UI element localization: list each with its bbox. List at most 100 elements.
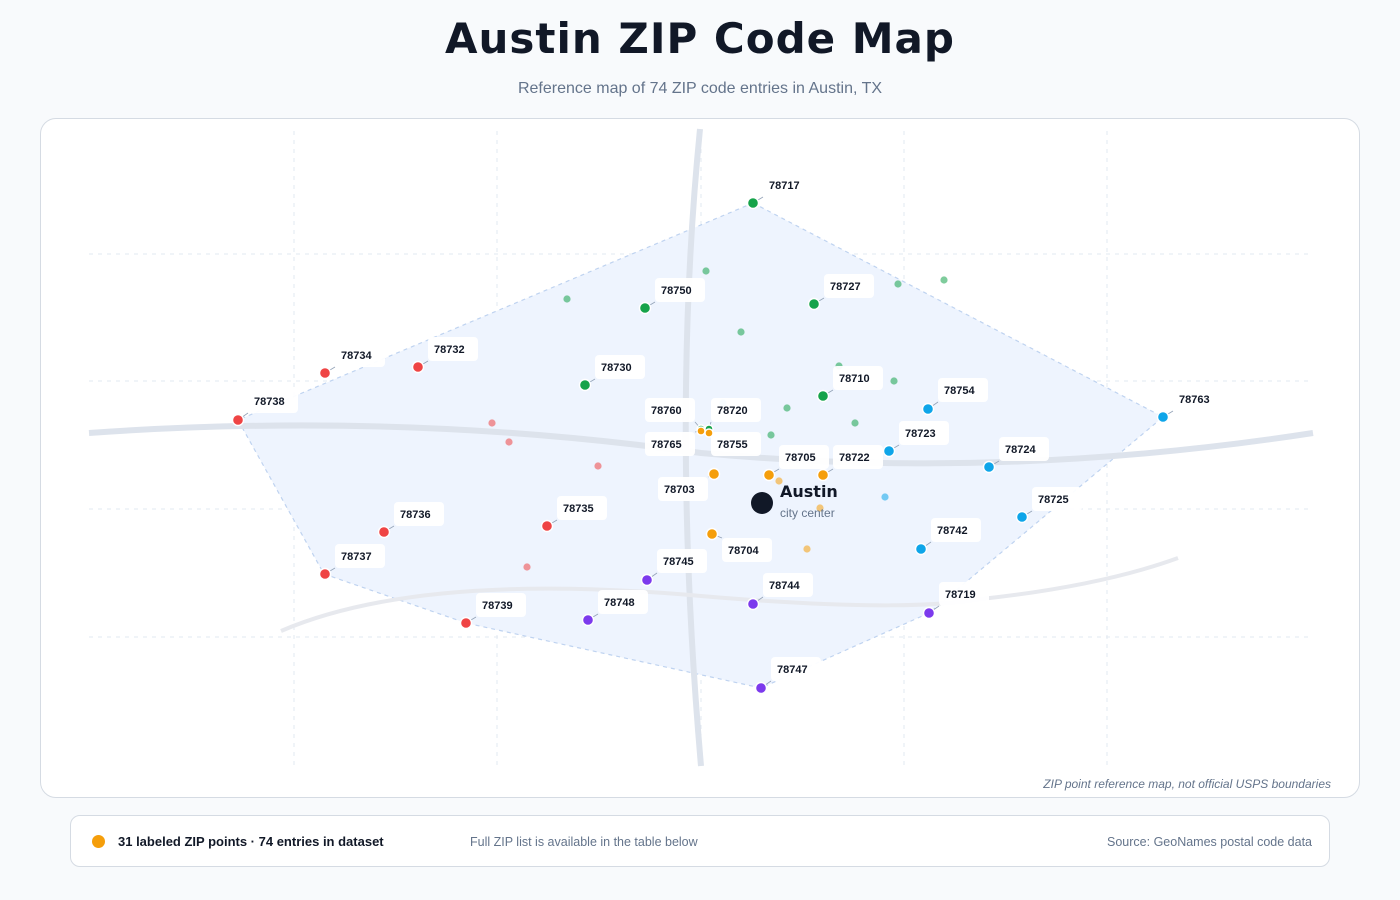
zip-marker-78720[interactable]: 78720 [704, 398, 761, 434]
zip-label: 78735 [563, 503, 594, 515]
zip-label-box [763, 573, 813, 597]
zip-map[interactable]: 78717 78750 78727 78730 78710 78760 78720 78734… [41, 119, 1359, 797]
zip-marker-78730[interactable]: 78730 [578, 355, 646, 392]
zip-marker-78745[interactable]: 78745 [640, 549, 708, 587]
zip-marker-78748[interactable]: 78748 [581, 590, 649, 627]
zip-point[interactable] [638, 301, 652, 315]
zip-point[interactable] [459, 616, 473, 630]
zip-point[interactable] [921, 402, 935, 416]
zip-point[interactable] [231, 413, 245, 427]
zip-point[interactable] [816, 389, 830, 403]
zip-marker-78727[interactable]: 78727 [807, 274, 875, 311]
zip-marker-78737[interactable]: 78737 [318, 544, 386, 581]
zip-marker-78719[interactable]: 78719 [922, 582, 990, 620]
zip-marker-78723[interactable]: 78723 [882, 421, 950, 458]
zip-marker-78732[interactable]: 78732 [411, 337, 479, 374]
zip-point[interactable] [540, 519, 554, 533]
zip-label-box [711, 432, 761, 456]
zip-marker-78735[interactable]: 78735 [540, 496, 608, 533]
zip-point[interactable] [1015, 510, 1029, 524]
zip-label-box [428, 337, 478, 361]
minor-zip-point [523, 563, 531, 571]
zip-point[interactable] [704, 428, 714, 438]
zip-point[interactable] [1156, 410, 1170, 424]
zip-label: 78763 [1179, 394, 1210, 406]
zip-marker-78734[interactable]: 78734 [318, 343, 386, 380]
zip-marker-78738[interactable]: 78738 [231, 389, 299, 427]
zip-label: 78742 [937, 525, 968, 537]
zip-marker-78703[interactable]: 78703 [658, 467, 721, 502]
zip-label: 78725 [1038, 494, 1069, 506]
zip-label: 78754 [944, 385, 975, 397]
city-center-dot [751, 492, 773, 514]
zip-point[interactable] [914, 542, 928, 556]
zip-marker-78724[interactable]: 78724 [982, 437, 1050, 474]
minor-zip-point [505, 438, 513, 446]
zip-label-box [931, 518, 981, 542]
minor-zip-point [563, 295, 571, 303]
zip-label-box [476, 593, 526, 617]
zip-marker-78736[interactable]: 78736 [377, 502, 445, 539]
zip-marker-78722[interactable]: 78722 [816, 445, 884, 482]
zip-marker-78704[interactable]: 78704 [705, 527, 773, 563]
minor-zip-point [488, 419, 496, 427]
zip-label: 78719 [945, 589, 976, 601]
zip-label-box [645, 398, 695, 422]
zip-point[interactable] [318, 366, 332, 380]
zip-point[interactable] [762, 468, 776, 482]
zip-marker-78763[interactable]: 78763 [1156, 387, 1224, 424]
zip-point[interactable] [377, 525, 391, 539]
zip-label-box [711, 398, 761, 422]
zip-point[interactable] [882, 444, 896, 458]
zip-point[interactable] [746, 597, 760, 611]
minor-zip-point [803, 545, 811, 553]
zip-point[interactable] [578, 378, 592, 392]
zip-label-box [598, 590, 648, 614]
zip-point[interactable] [411, 360, 425, 374]
zip-marker-78742[interactable]: 78742 [914, 518, 982, 556]
zip-label-box [939, 582, 989, 606]
minor-zip-point [783, 404, 791, 412]
zip-point[interactable] [696, 426, 706, 436]
zip-point[interactable] [707, 467, 721, 481]
zip-label: 78705 [785, 452, 816, 464]
zip-marker-78725[interactable]: 78725 [1015, 487, 1083, 524]
zip-marker-78710[interactable]: 78710 [816, 366, 884, 403]
zip-marker-78705[interactable]: 78705 [762, 445, 830, 482]
zip-marker-78747[interactable]: 78747 [754, 657, 822, 695]
zip-point[interactable] [754, 681, 768, 695]
zip-point[interactable] [746, 196, 760, 210]
zip-label-box [833, 445, 883, 469]
zip-marker-78744[interactable]: 78744 [746, 573, 814, 611]
zip-label-box [763, 173, 813, 197]
zip-point[interactable] [982, 460, 996, 474]
zip-label: 78738 [254, 396, 285, 408]
zip-marker-78754[interactable]: 78754 [921, 378, 989, 416]
zip-label: 78723 [905, 428, 936, 440]
zip-label: 78727 [830, 281, 861, 293]
zip-point[interactable] [816, 468, 830, 482]
zip-point[interactable] [581, 613, 595, 627]
zip-label: 78722 [839, 452, 870, 464]
zip-label: 78744 [769, 580, 800, 592]
zip-marker-78739[interactable]: 78739 [459, 593, 527, 630]
zip-point[interactable] [640, 573, 654, 587]
zip-label: 78724 [1005, 444, 1036, 456]
zip-point[interactable] [705, 527, 719, 541]
zip-marker-78717[interactable]: 78717 [746, 173, 814, 210]
zip-marker-78750[interactable]: 78750 [638, 278, 706, 315]
zip-point[interactable] [318, 567, 332, 581]
zip-marker-78755[interactable]: 78755 [704, 428, 761, 456]
minor-zip-point [881, 493, 889, 501]
map-panel[interactable]: 78717 78750 78727 78730 78710 78760 78720 78734… [40, 118, 1360, 798]
zip-point[interactable] [922, 606, 936, 620]
zip-label: 78747 [777, 664, 808, 676]
zip-count-summary: 31 labeled ZIP points · 74 entries in da… [118, 834, 384, 849]
zip-point[interactable] [807, 297, 821, 311]
minor-zip-point [816, 504, 824, 512]
minor-zip-point [890, 377, 898, 385]
zip-list-hint: Full ZIP list is available in the table … [470, 835, 698, 849]
zip-label: 78704 [728, 545, 759, 557]
highway-south [280, 556, 1179, 633]
zip-label-box [655, 278, 705, 302]
